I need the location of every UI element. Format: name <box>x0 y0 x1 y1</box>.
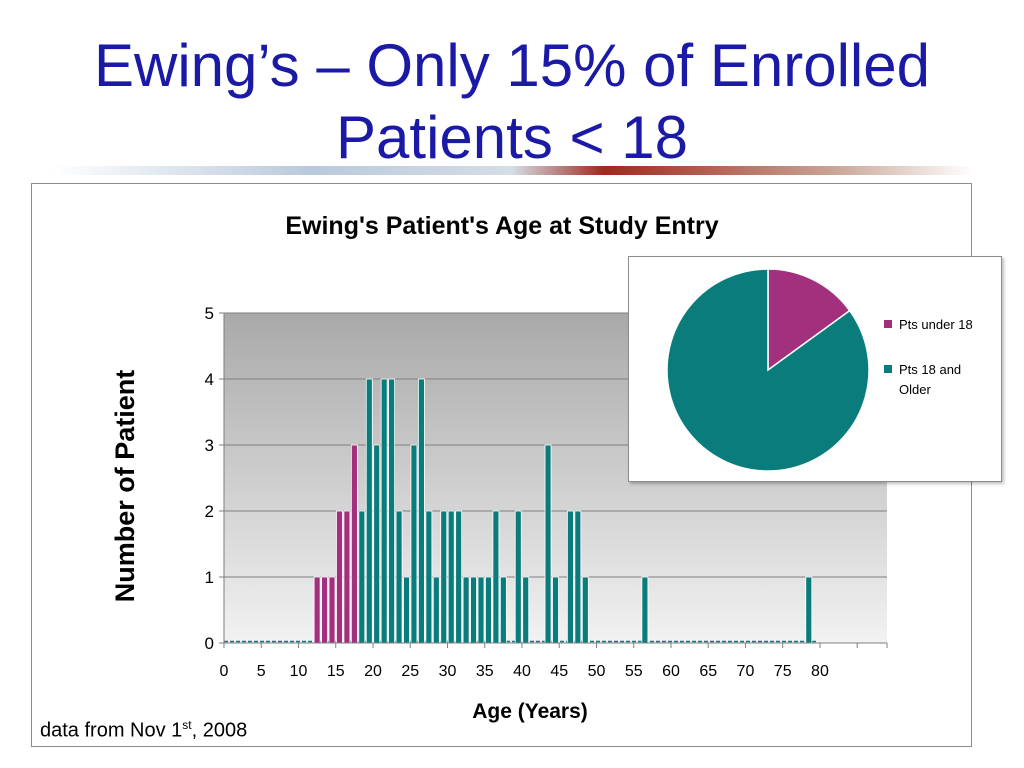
footnote-sup: st <box>182 718 192 732</box>
histogram-bar <box>373 444 381 644</box>
data-source-note: data from Nov 1st, 2008 <box>40 718 247 743</box>
histogram-bar <box>455 510 463 644</box>
x-tick-label: 35 <box>476 663 494 680</box>
histogram-bar <box>514 510 522 644</box>
histogram-bar <box>380 378 388 644</box>
y-tick-label: 2 <box>205 502 214 521</box>
histogram-bar <box>418 378 425 644</box>
x-tick-label: 50 <box>588 663 606 680</box>
histogram-bar <box>470 576 477 644</box>
histogram-bar <box>492 510 500 644</box>
y-axis-title: Number of Patient <box>110 370 140 603</box>
x-tick-label: 80 <box>811 663 829 680</box>
histogram-bar <box>313 576 321 644</box>
histogram-bar <box>477 576 485 644</box>
histogram-bar <box>425 510 433 644</box>
histogram-bar <box>574 510 582 644</box>
histogram-bar <box>566 510 574 644</box>
histogram-bar <box>358 510 366 644</box>
x-tick-label: 20 <box>364 663 382 680</box>
y-tick-label: 5 <box>205 304 214 323</box>
histogram-bar <box>336 510 343 644</box>
histogram-bar <box>440 510 448 644</box>
histogram-bar <box>462 576 470 644</box>
histogram-bar <box>485 576 492 644</box>
pie-chart-box: Pts under1815%Pts 18 andOlder85%Pts unde… <box>628 256 1002 482</box>
x-axis-title: Age (Years) <box>472 700 588 723</box>
chart-title: Ewing's Patient's Age at Study Entry <box>285 212 718 240</box>
title-divider <box>52 166 972 175</box>
x-tick-label: 65 <box>699 663 717 680</box>
pie-slice <box>666 268 870 472</box>
pie-slice <box>767 268 851 372</box>
x-tick-label: 30 <box>439 663 457 680</box>
histogram-bar <box>388 378 396 644</box>
x-tick-label: 40 <box>513 663 531 680</box>
x-tick-label: 5 <box>257 663 266 680</box>
y-tick-label: 4 <box>205 370 214 389</box>
y-tick-label: 3 <box>205 436 214 455</box>
histogram-bar <box>805 576 813 644</box>
histogram-bar <box>499 576 507 644</box>
histogram-bar <box>350 444 358 644</box>
histogram-bar <box>641 576 649 644</box>
footnote-prefix: data from Nov 1 <box>40 719 183 742</box>
histogram-bar <box>395 510 403 644</box>
x-tick-label: 55 <box>625 663 643 680</box>
histogram-bar <box>321 576 328 644</box>
x-tick-label: 10 <box>290 663 308 680</box>
histogram-bar <box>365 378 373 644</box>
histogram-bar <box>581 576 589 644</box>
slide-title: Ewing’s – Only 15% of Enrolled Patients … <box>40 30 984 174</box>
x-tick-label: 70 <box>737 663 755 680</box>
slide-title-line-2: Patients < 18 <box>336 104 688 171</box>
histogram-bar <box>410 444 418 644</box>
histogram-bar <box>544 444 552 644</box>
histogram-bar <box>343 510 351 644</box>
histogram-bar <box>403 576 410 644</box>
legend-swatch <box>884 320 892 328</box>
x-tick-label: 15 <box>327 663 345 680</box>
y-tick-label: 1 <box>205 568 214 587</box>
x-tick-label: 25 <box>401 663 419 680</box>
legend-label-line-2: Older <box>899 382 931 397</box>
legend-label-line-1: Pts 18 and <box>899 362 961 377</box>
footnote-suffix: , 2008 <box>191 719 248 742</box>
legend-swatch <box>884 365 892 373</box>
y-tick-label: 0 <box>205 634 214 653</box>
legend-label: Pts under 18 <box>899 317 973 332</box>
x-tick-label: 60 <box>662 663 680 680</box>
histogram-bar <box>552 576 559 644</box>
histogram-bar <box>328 576 336 644</box>
slide-title-line-1: Ewing’s – Only 15% of Enrolled <box>93 32 930 99</box>
age-group-pie: Pts under1815%Pts 18 andOlder85%Pts unde… <box>666 268 973 472</box>
histogram-bar <box>447 510 455 644</box>
x-tick-label: 45 <box>550 663 568 680</box>
x-tick-label: 0 <box>220 663 229 680</box>
histogram-bar <box>522 576 530 644</box>
histogram-bar <box>432 576 440 644</box>
x-tick-label: 75 <box>774 663 792 680</box>
